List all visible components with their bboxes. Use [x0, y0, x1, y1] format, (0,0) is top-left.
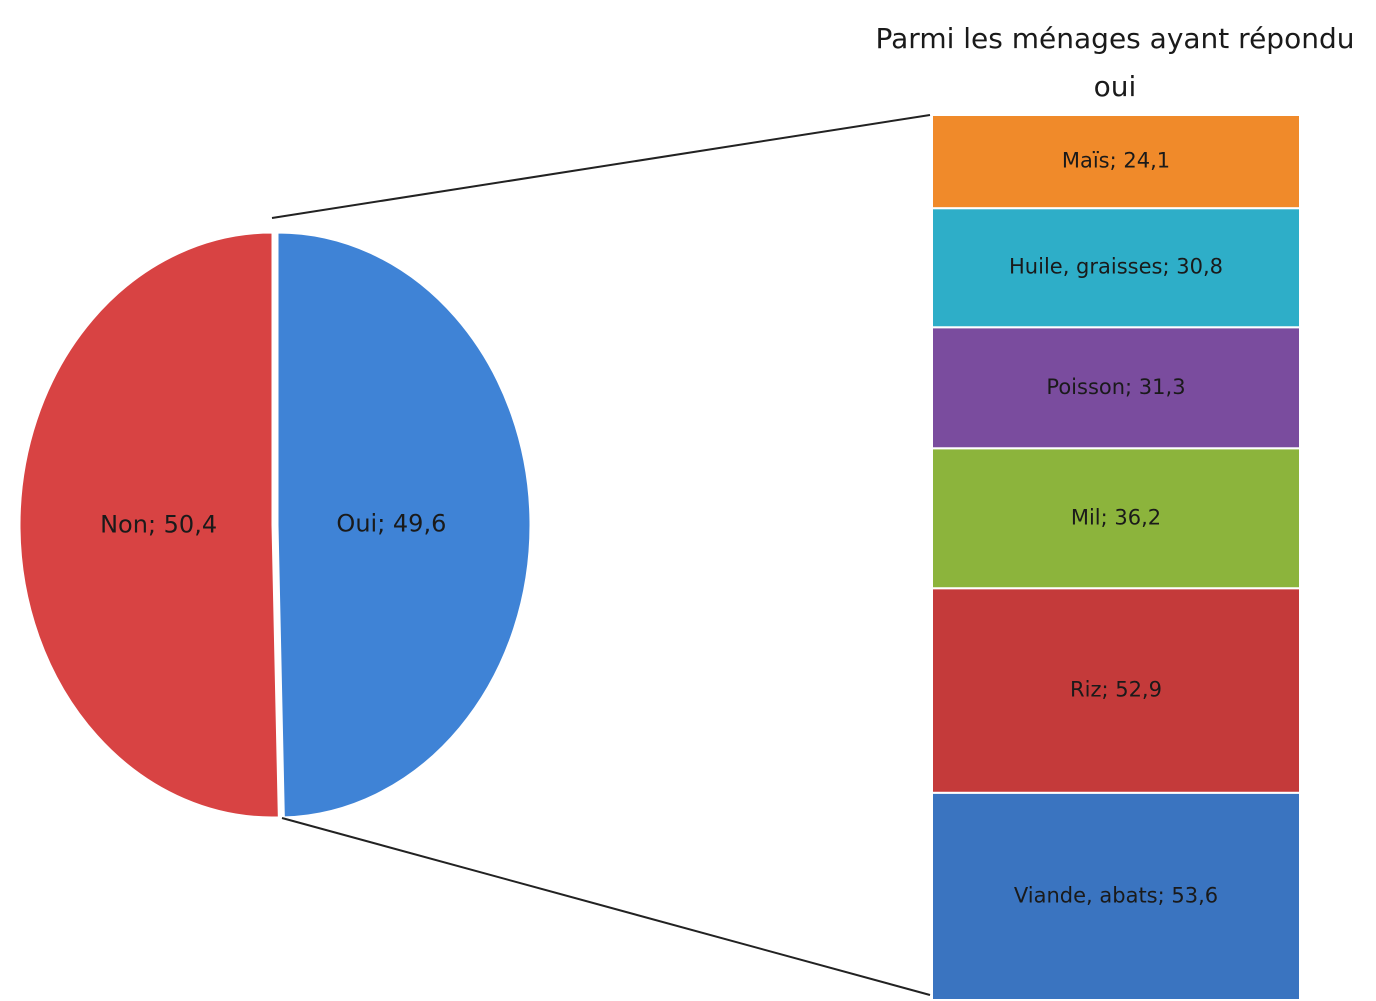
data-label: Non; 50,4 [100, 510, 217, 538]
data-label: Viande, abats; 53,6 [1014, 883, 1218, 907]
data-label: Maïs; 24,1 [1062, 149, 1170, 173]
bar-title: Parmi les ménages ayant répondu oui [876, 22, 1355, 103]
connector [271, 114, 931, 219]
data-label: Huile, graisses; 30,8 [1009, 255, 1223, 279]
bar-segment [931, 791, 1301, 1001]
bar-segment [931, 114, 1301, 210]
data-label: Mil; 36,2 [1071, 505, 1161, 529]
data-label: Oui; 49,6 [336, 510, 446, 538]
pie-slice [19, 232, 279, 818]
bar-segment [931, 447, 1301, 590]
bar-segment [931, 587, 1301, 794]
connector [281, 817, 931, 996]
data-label: Poisson; 31,3 [1046, 375, 1185, 399]
bar-segment [931, 326, 1301, 450]
data-label: Riz; 52,9 [1070, 678, 1162, 702]
pie-slice [277, 232, 531, 818]
bar-segment [931, 207, 1301, 329]
